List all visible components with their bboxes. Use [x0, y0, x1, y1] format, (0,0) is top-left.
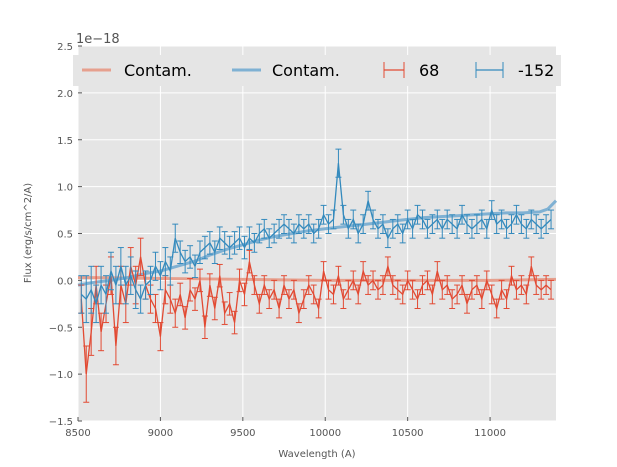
series--152 [78, 148, 555, 324]
y-offset-label: 1e−18 [76, 32, 120, 47]
y-tick-label-4: 0.5 [57, 230, 73, 241]
y-tick-label-6: 1.5 [57, 136, 73, 147]
x-tick-label-4: 10500 [392, 428, 424, 439]
legend-item-neg152 [475, 62, 504, 78]
y-tick-label-1: −1.0 [49, 370, 73, 381]
errorbar-series [78, 148, 555, 403]
y-tick-label-5: 1.0 [57, 183, 73, 194]
series-68 [78, 237, 555, 403]
y-tick-label-2: −0.5 [49, 323, 73, 334]
x-tick-label-3: 10000 [309, 428, 341, 439]
x-axis-label: Wavelength (A) [278, 449, 355, 460]
x-tick-label-1: 9000 [148, 428, 173, 439]
y-tick-label-3: 0.0 [57, 276, 73, 287]
y-tick-label-0: −1.5 [49, 417, 73, 428]
series-line--152 [80, 163, 552, 307]
y-tick-label-7: 2.0 [57, 89, 73, 100]
legend-label-neg152: -152 [518, 61, 554, 80]
legend-item-contam-blue: Contam. [232, 61, 340, 80]
legend: Contam. Contam. 68 -152 [73, 55, 561, 86]
y-axis-label: Flux (erg/s/cm^2/A) [23, 183, 34, 283]
legend-label-68: 68 [419, 61, 439, 80]
x-tick-label-0: 8500 [65, 428, 90, 439]
legend-item-contam-red: Contam. [82, 61, 192, 80]
legend-label-contam-blue: Contam. [272, 61, 340, 80]
legend-item-68 [383, 62, 405, 78]
y-tick-label-8: 2.5 [57, 42, 73, 53]
series-line-68 [80, 256, 552, 375]
axes: 8500 9000 9500 10000 10500 11000 −1.5 −1.0 −0.5 0… [49, 42, 506, 439]
x-tick-label-2: 9500 [230, 428, 255, 439]
x-tick-label-5: 11000 [474, 428, 506, 439]
legend-label-contam-red: Contam. [124, 61, 192, 80]
